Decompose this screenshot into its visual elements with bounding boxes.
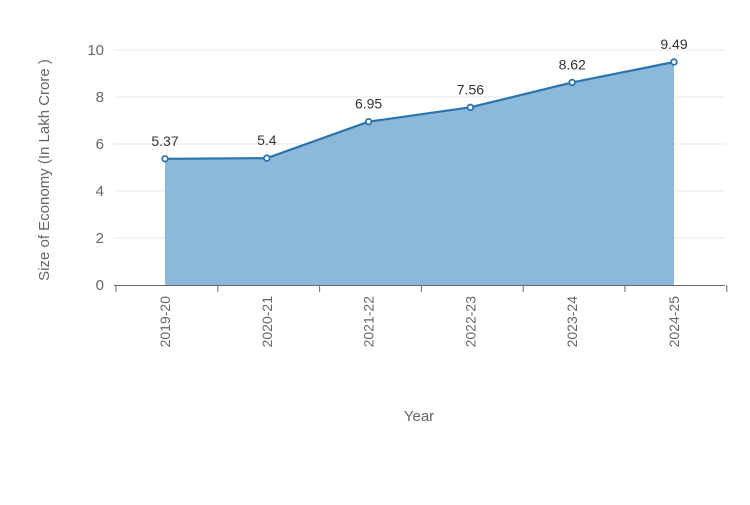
data-point[interactable] bbox=[364, 117, 373, 126]
y-tick-label: 8 bbox=[96, 89, 104, 106]
x-tick-label: 2022-23 bbox=[462, 296, 478, 348]
data-label: 5.4 bbox=[257, 132, 277, 148]
data-label: 6.95 bbox=[355, 96, 382, 112]
x-tick-label: 2024-25 bbox=[666, 296, 682, 348]
data-point[interactable] bbox=[263, 154, 271, 162]
data-label: 9.49 bbox=[660, 36, 687, 52]
data-point[interactable] bbox=[161, 155, 169, 163]
x-tick-label: 2020-21 bbox=[259, 296, 275, 348]
x-tick-label: 2023-24 bbox=[564, 296, 580, 348]
x-axis-ticks: 2019-20 2020-21 2021-22 2022-23 2023-24 2024-… bbox=[157, 296, 682, 348]
x-axis-title: Year bbox=[404, 408, 434, 425]
data-labels: 5.37 5.4 6.95 7.56 8.62 9.49 bbox=[151, 36, 687, 149]
y-tick-label: 6 bbox=[96, 136, 104, 153]
x-tick-label: 2021-22 bbox=[361, 296, 377, 348]
y-tick-label: 2 bbox=[96, 230, 104, 247]
data-point[interactable] bbox=[670, 58, 678, 66]
y-axis-title: Size of Economy (In Lakh Crore ) bbox=[36, 59, 53, 281]
area-fill bbox=[165, 61, 674, 285]
data-label: 7.56 bbox=[457, 81, 484, 97]
data-points bbox=[161, 58, 678, 163]
data-label: 5.37 bbox=[151, 133, 178, 149]
data-label: 8.62 bbox=[559, 56, 586, 72]
y-tick-label: 0 bbox=[96, 277, 104, 294]
data-point[interactable] bbox=[466, 103, 475, 112]
y-tick-label: 10 bbox=[87, 42, 104, 59]
data-point[interactable] bbox=[568, 78, 576, 87]
series-line bbox=[164, 60, 675, 160]
y-axis-ticks: 0 2 4 6 8 10 bbox=[87, 42, 104, 294]
y-tick-label: 4 bbox=[96, 183, 104, 200]
area-series bbox=[164, 60, 675, 285]
x-tick-label: 2019-20 bbox=[157, 296, 173, 348]
x-axis bbox=[114, 285, 728, 292]
